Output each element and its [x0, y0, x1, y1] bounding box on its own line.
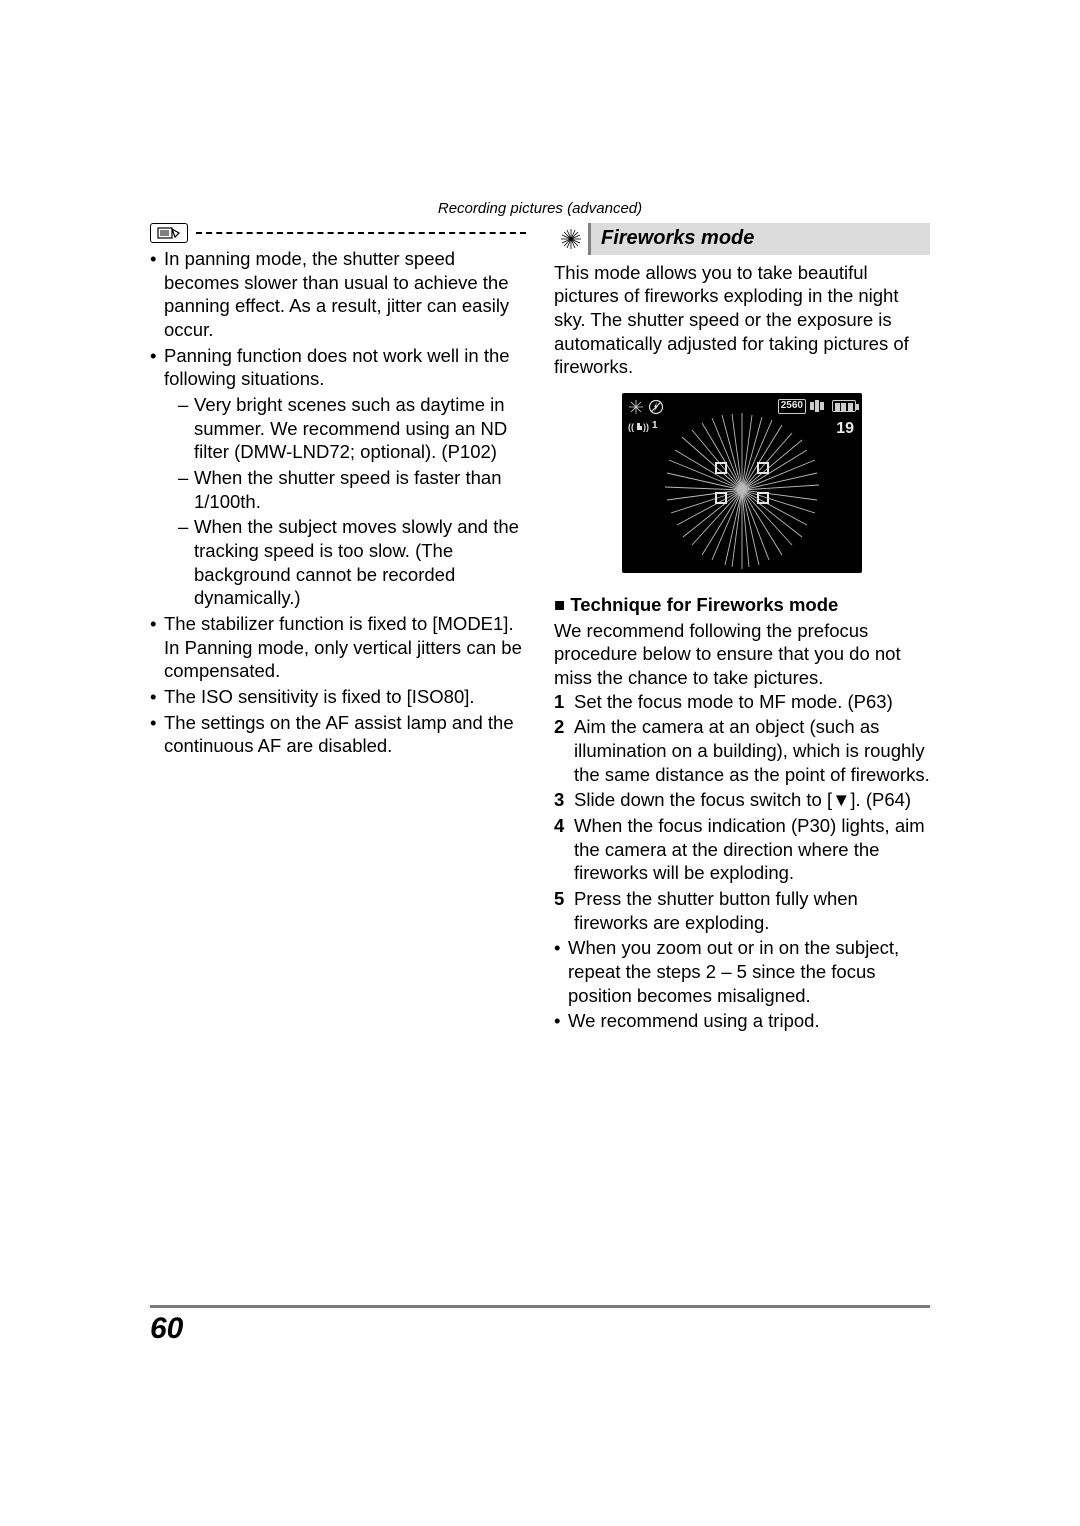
footer-rule [150, 1305, 930, 1308]
af-brackets-icon [715, 462, 769, 504]
list-item: The stabilizer function is fixed to [MOD… [150, 612, 526, 683]
note-divider [150, 223, 526, 243]
list-item: In panning mode, the shutter speed becom… [150, 247, 526, 342]
after-steps-notes: When you zoom out or in on the subject, … [554, 936, 930, 1033]
technique-steps: Set the focus mode to MF mode. (P63) Aim… [554, 690, 930, 935]
svg-text:)): )) [643, 422, 649, 432]
list-item: Aim the camera at an object (such as ill… [554, 715, 930, 786]
stabilizer-mode-number: 1 [652, 420, 658, 433]
fireworks-icon [554, 226, 588, 252]
shots-remaining: 19 [836, 419, 854, 439]
list-item: We recommend using a tripod. [554, 1009, 930, 1033]
resolution-indicator: 2560 [778, 399, 806, 414]
mode-title: Fireworks mode [588, 223, 930, 255]
note-dash-rule [196, 232, 526, 234]
list-item: When you zoom out or in on the subject, … [554, 936, 930, 1007]
hud-left-2: (( )) 1 [628, 419, 658, 433]
hud-top-left [628, 399, 664, 415]
mode-header: Fireworks mode [554, 223, 930, 255]
left-bullet-list: In panning mode, the shutter speed becom… [150, 247, 526, 758]
manual-page: Recording pictures (advanced) In panning [0, 0, 1080, 1526]
right-column: Fireworks mode This mode allows you to t… [554, 223, 930, 1035]
list-item: Panning function does not work well in t… [150, 344, 526, 610]
list-item: Slide down the focus switch to [▼]. (P64… [554, 788, 930, 812]
technique-intro: We recommend following the prefocus proc… [554, 619, 930, 690]
page-number: 60 [150, 1312, 183, 1346]
hud-top-right: 2560 [778, 399, 856, 414]
list-item-text: Panning function does not work well in t… [164, 345, 510, 390]
left-column: In panning mode, the shutter speed becom… [150, 223, 526, 1035]
list-item: The settings on the AF assist lamp and t… [150, 711, 526, 758]
note-icon [150, 223, 188, 243]
list-item: Very bright scenes such as daytime in su… [178, 393, 526, 464]
list-item: Set the focus mode to MF mode. (P63) [554, 690, 930, 714]
lcd-preview: 2560 (( )) 1 19 [622, 393, 862, 573]
quality-icon [810, 400, 828, 412]
fireworks-mode-icon [628, 399, 644, 415]
list-item: When the subject moves slowly and the tr… [178, 515, 526, 610]
battery-icon [832, 400, 856, 412]
svg-text:((: (( [628, 422, 634, 432]
stabilizer-icon: (( )) [628, 419, 650, 433]
mode-intro: This mode allows you to take beautiful p… [554, 261, 930, 379]
two-column-body: In panning mode, the shutter speed becom… [150, 223, 930, 1035]
list-item: The ISO sensitivity is fixed to [ISO80]. [150, 685, 526, 709]
left-sub-list: Very bright scenes such as daytime in su… [164, 393, 526, 610]
list-item: When the focus indication (P30) lights, … [554, 814, 930, 885]
flash-off-icon [648, 399, 664, 415]
list-item: Press the shutter button fully when fire… [554, 887, 930, 934]
technique-heading: Technique for Fireworks mode [554, 593, 930, 617]
list-item: When the shutter speed is faster than 1/… [178, 466, 526, 513]
running-head: Recording pictures (advanced) [150, 200, 930, 217]
